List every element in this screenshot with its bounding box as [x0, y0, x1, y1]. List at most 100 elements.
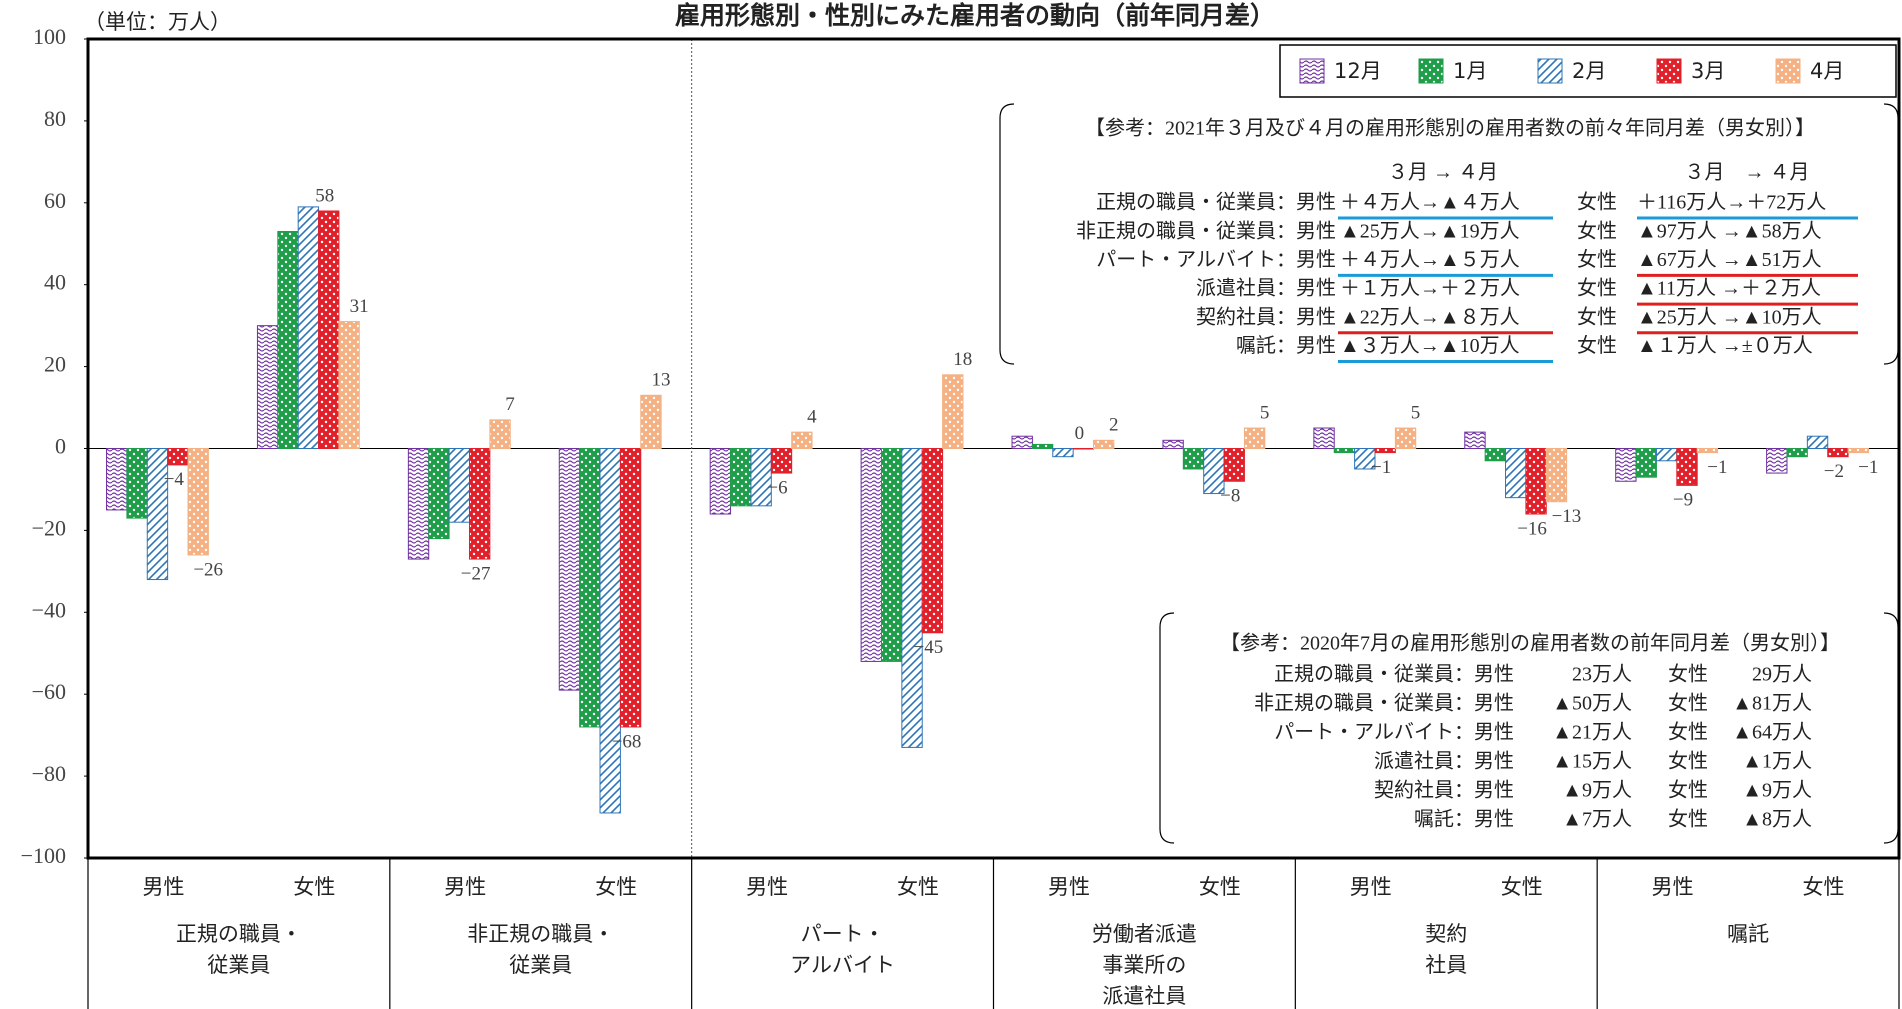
- bar: [1484, 448, 1507, 462]
- value-label: −6: [767, 477, 787, 498]
- group-label: 事業所の: [1102, 953, 1186, 977]
- value-label: 31: [350, 296, 369, 317]
- annotation-label: 女性: [1668, 692, 1708, 715]
- bar: [1847, 448, 1869, 454]
- annotation-label: 女性: [1577, 248, 1617, 271]
- annotation-value: ▲３万人→▲10万人: [1340, 334, 1520, 357]
- x-tick-label: 男性: [142, 875, 184, 899]
- bar: [640, 394, 662, 450]
- group-label: 派遣社員: [1102, 984, 1186, 1008]
- value-label: 0: [1075, 423, 1085, 444]
- legend-swatch: [1537, 58, 1563, 84]
- bar: [901, 448, 923, 748]
- annotation-value: ▲8万人: [1742, 808, 1812, 831]
- group-label: 嘱託: [1727, 922, 1769, 946]
- x-tick-label: 男性: [746, 875, 788, 899]
- bar: [942, 374, 964, 450]
- x-tick-label: 男性: [444, 875, 486, 899]
- annotation-label: 女性: [1668, 779, 1708, 802]
- group-label: パート・: [801, 922, 885, 946]
- bar: [709, 448, 732, 515]
- bar: [1031, 443, 1054, 449]
- value-label: −8: [1220, 486, 1240, 507]
- value-label: −13: [1552, 506, 1582, 527]
- annotation-value: ▲81万人: [1732, 692, 1812, 715]
- bar: [1505, 448, 1527, 499]
- legend-swatch: [1656, 58, 1682, 84]
- group-label: アルバイト: [790, 953, 895, 977]
- bar: [1545, 448, 1568, 503]
- annotation-label: 非正規の職員・従業員：男性: [1254, 692, 1514, 715]
- bar: [1093, 439, 1115, 449]
- bar: [750, 448, 772, 507]
- bracket: [1159, 612, 1175, 844]
- y-tick-label: −80: [32, 761, 66, 786]
- value-label: 4: [807, 406, 817, 427]
- value-label: −4: [164, 469, 185, 490]
- annotation-label: パート・アルバイト：男性: [1096, 248, 1336, 271]
- annotation-label: 女性: [1577, 277, 1617, 300]
- annotation-label: 非正規の職員・従業員：男性: [1076, 219, 1336, 242]
- annotation-label: 女性: [1668, 808, 1708, 831]
- y-tick-label: 80: [44, 106, 66, 131]
- bar: [1182, 448, 1205, 470]
- bar: [187, 448, 209, 556]
- bar: [1696, 448, 1719, 454]
- bar: [448, 448, 470, 523]
- annotation-label: パート・アルバイト：男性: [1274, 721, 1514, 744]
- annotation-value: ▲9万人: [1742, 779, 1812, 802]
- annotation-label: 正規の職員・従業員：男性: [1274, 663, 1514, 686]
- group-label: 正規の職員・: [176, 922, 302, 946]
- annotation-label: 女性: [1668, 663, 1708, 686]
- annotation-label: 女性: [1668, 750, 1708, 773]
- annotation-value: ＋４万人→▲５万人: [1340, 248, 1520, 271]
- y-tick-label: 100: [33, 24, 66, 49]
- annotation-label: 女性: [1577, 305, 1617, 328]
- value-label: 58: [315, 185, 334, 206]
- bar: [277, 230, 299, 449]
- annotation-value: 23万人: [1572, 663, 1632, 686]
- value-label: 2: [1109, 415, 1119, 436]
- annotation-value: ▲25万人→▲19万人: [1340, 219, 1520, 242]
- x-tick-label: 女性: [293, 875, 335, 899]
- bar: [428, 448, 450, 540]
- bar: [1676, 448, 1698, 486]
- x-tick-label: 男性: [1048, 875, 1090, 899]
- group-label: 契約: [1425, 922, 1467, 946]
- bar: [880, 448, 903, 662]
- legend-label: 2月: [1572, 59, 1606, 83]
- annotation-label: 契約社員：男性: [1374, 779, 1514, 802]
- annotation-header: ３月 → ４月: [1685, 162, 1810, 184]
- value-label: −45: [914, 637, 944, 658]
- value-label: −68: [612, 731, 642, 752]
- legend-label: 4月: [1810, 59, 1844, 83]
- x-tick-label: 女性: [595, 875, 637, 899]
- annotation-value: ▲64万人: [1732, 721, 1812, 744]
- annotation-value: ▲22万人→▲８万人: [1340, 305, 1520, 328]
- annotation-header: ３月 → ４月: [1388, 162, 1498, 184]
- y-tick-label: −60: [32, 679, 66, 704]
- value-label: 5: [1411, 402, 1421, 423]
- unit-label: （単位：万人）: [84, 10, 231, 34]
- bar: [558, 448, 581, 691]
- value-label: −1: [1858, 457, 1878, 478]
- x-tick-label: 女性: [1501, 875, 1543, 899]
- y-tick-label: −20: [32, 515, 66, 540]
- bracket: [999, 103, 1015, 365]
- bar: [318, 210, 340, 449]
- chart-title: 雇用形態別・性別にみた雇用者の動向（前年同月差）: [675, 1, 1275, 30]
- x-tick-label: 男性: [1652, 875, 1694, 899]
- bar: [1313, 427, 1335, 449]
- bar: [730, 448, 752, 507]
- value-label: 7: [505, 394, 515, 415]
- value-label: −1: [1371, 457, 1391, 478]
- annotation-value: ▲21万人: [1552, 721, 1632, 744]
- bar: [146, 448, 169, 581]
- value-label: −26: [193, 559, 223, 580]
- y-tick-label: −40: [32, 597, 66, 622]
- value-label: 5: [1260, 402, 1270, 423]
- annotation-label: 嘱託：男性: [1236, 334, 1336, 357]
- annotation-label: 嘱託：男性: [1414, 808, 1514, 831]
- annotation-value: ▲25万人 →▲10万人: [1637, 305, 1822, 328]
- bar: [256, 325, 279, 449]
